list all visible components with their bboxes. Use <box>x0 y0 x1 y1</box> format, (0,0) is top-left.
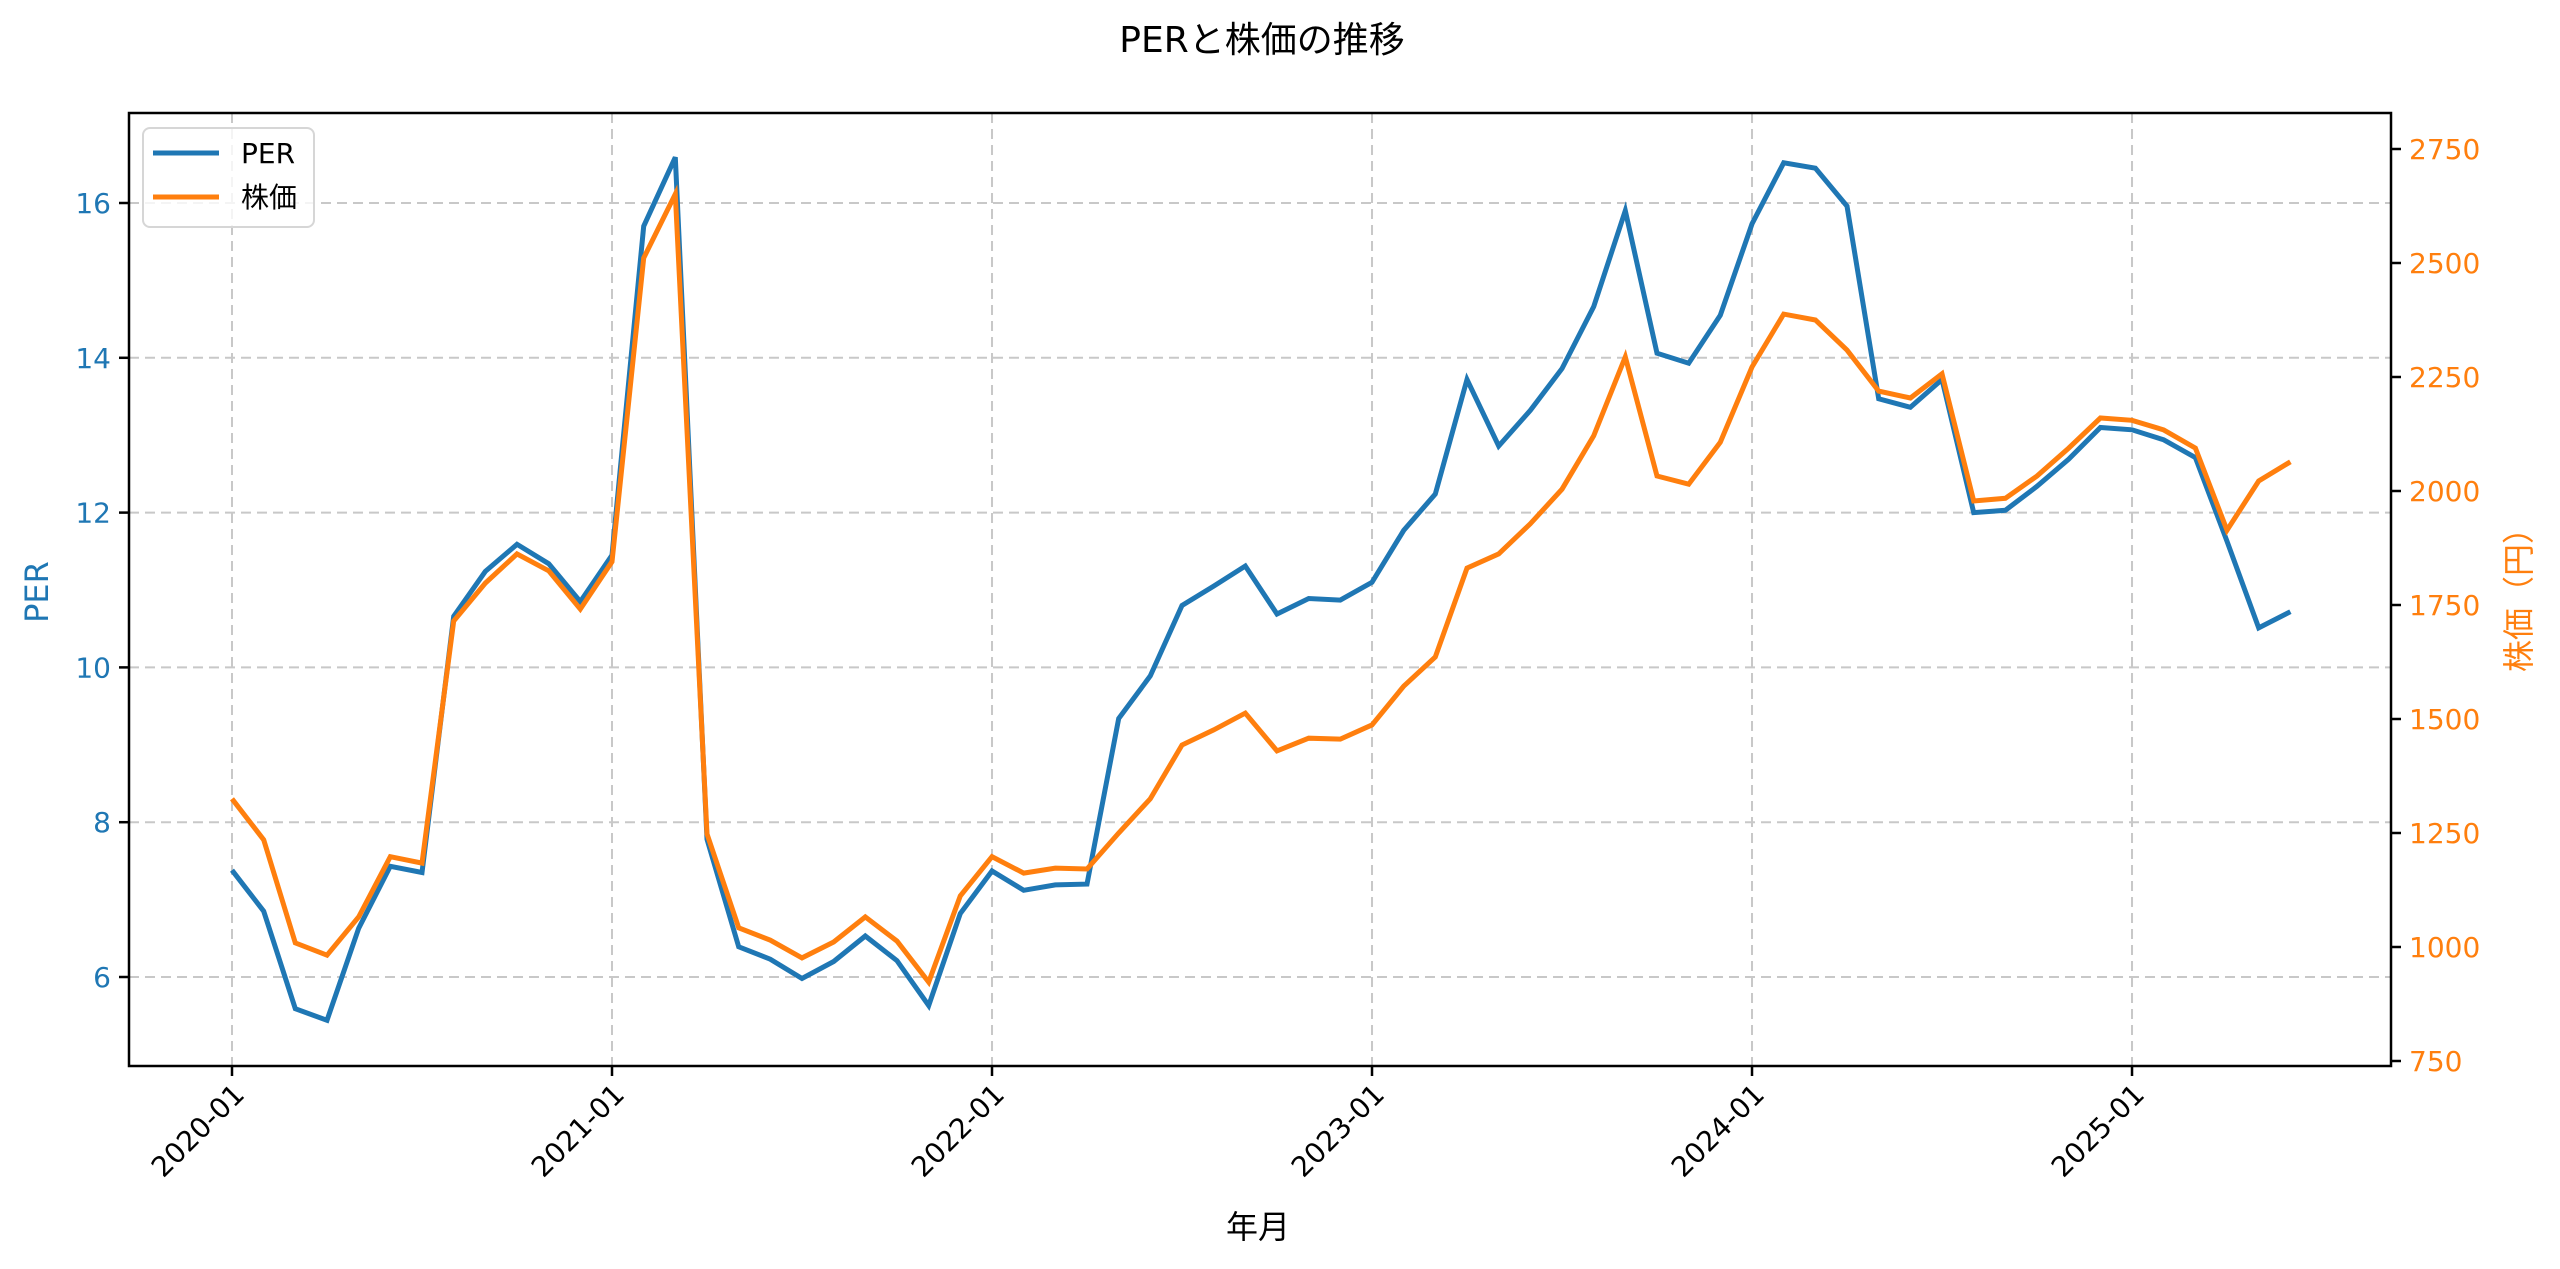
price-line <box>230 184 2292 988</box>
left-tick-label: 8 <box>93 806 111 839</box>
left-tick-label: 14 <box>75 342 111 375</box>
chart-title: PERと株価の推移 <box>1119 20 1404 61</box>
plot-frame <box>127 111 2393 1068</box>
x-axis-label: 年月 <box>1226 1208 1290 1246</box>
left-tick-label: 16 <box>75 187 111 220</box>
right-tick-label: 750 <box>2409 1045 2462 1078</box>
legend-per-label: PER <box>241 137 295 170</box>
left-tick-label: 10 <box>75 651 111 684</box>
x-tick-label: 2020-01 <box>145 1078 251 1184</box>
x-tick-label: 2023-01 <box>1285 1078 1391 1184</box>
left-y-axis: 6 8 10 12 16 14 <box>75 187 129 994</box>
legend: PER 株価 <box>142 127 315 228</box>
grid-lines <box>129 113 2391 1066</box>
x-tick-label: 2024-01 <box>1665 1078 1771 1184</box>
legend-price-label: 株価 <box>241 181 297 214</box>
left-y-axis-label: PER <box>18 561 56 623</box>
right-tick-label: 2000 <box>2409 475 2480 508</box>
right-tick-label: 1750 <box>2409 589 2480 622</box>
x-axis: 2020-01 2021-01 2022-01 2023-01 2024-01 2025-… <box>145 1066 2151 1184</box>
left-tick-label: 12 <box>75 497 111 530</box>
right-tick-label: 2250 <box>2409 361 2480 394</box>
right-y-axis: 750 1000 1250 1500 1750 2000 2250 2500 2750 <box>2391 133 2480 1078</box>
x-tick-label: 2021-01 <box>525 1078 631 1184</box>
per-line <box>230 156 2292 1024</box>
right-tick-label: 2750 <box>2409 133 2480 166</box>
right-y-axis-label: 株価（円） <box>2500 512 2538 672</box>
x-tick-label: 2025-01 <box>2045 1078 2151 1184</box>
x-tick-label: 2022-01 <box>905 1078 1011 1184</box>
right-tick-label: 2500 <box>2409 247 2480 280</box>
data-series <box>230 156 2292 1024</box>
right-tick-label: 1250 <box>2409 817 2480 850</box>
right-tick-label: 1000 <box>2409 931 2480 964</box>
right-tick-label: 1500 <box>2409 703 2480 736</box>
left-tick-label: 6 <box>93 961 111 994</box>
